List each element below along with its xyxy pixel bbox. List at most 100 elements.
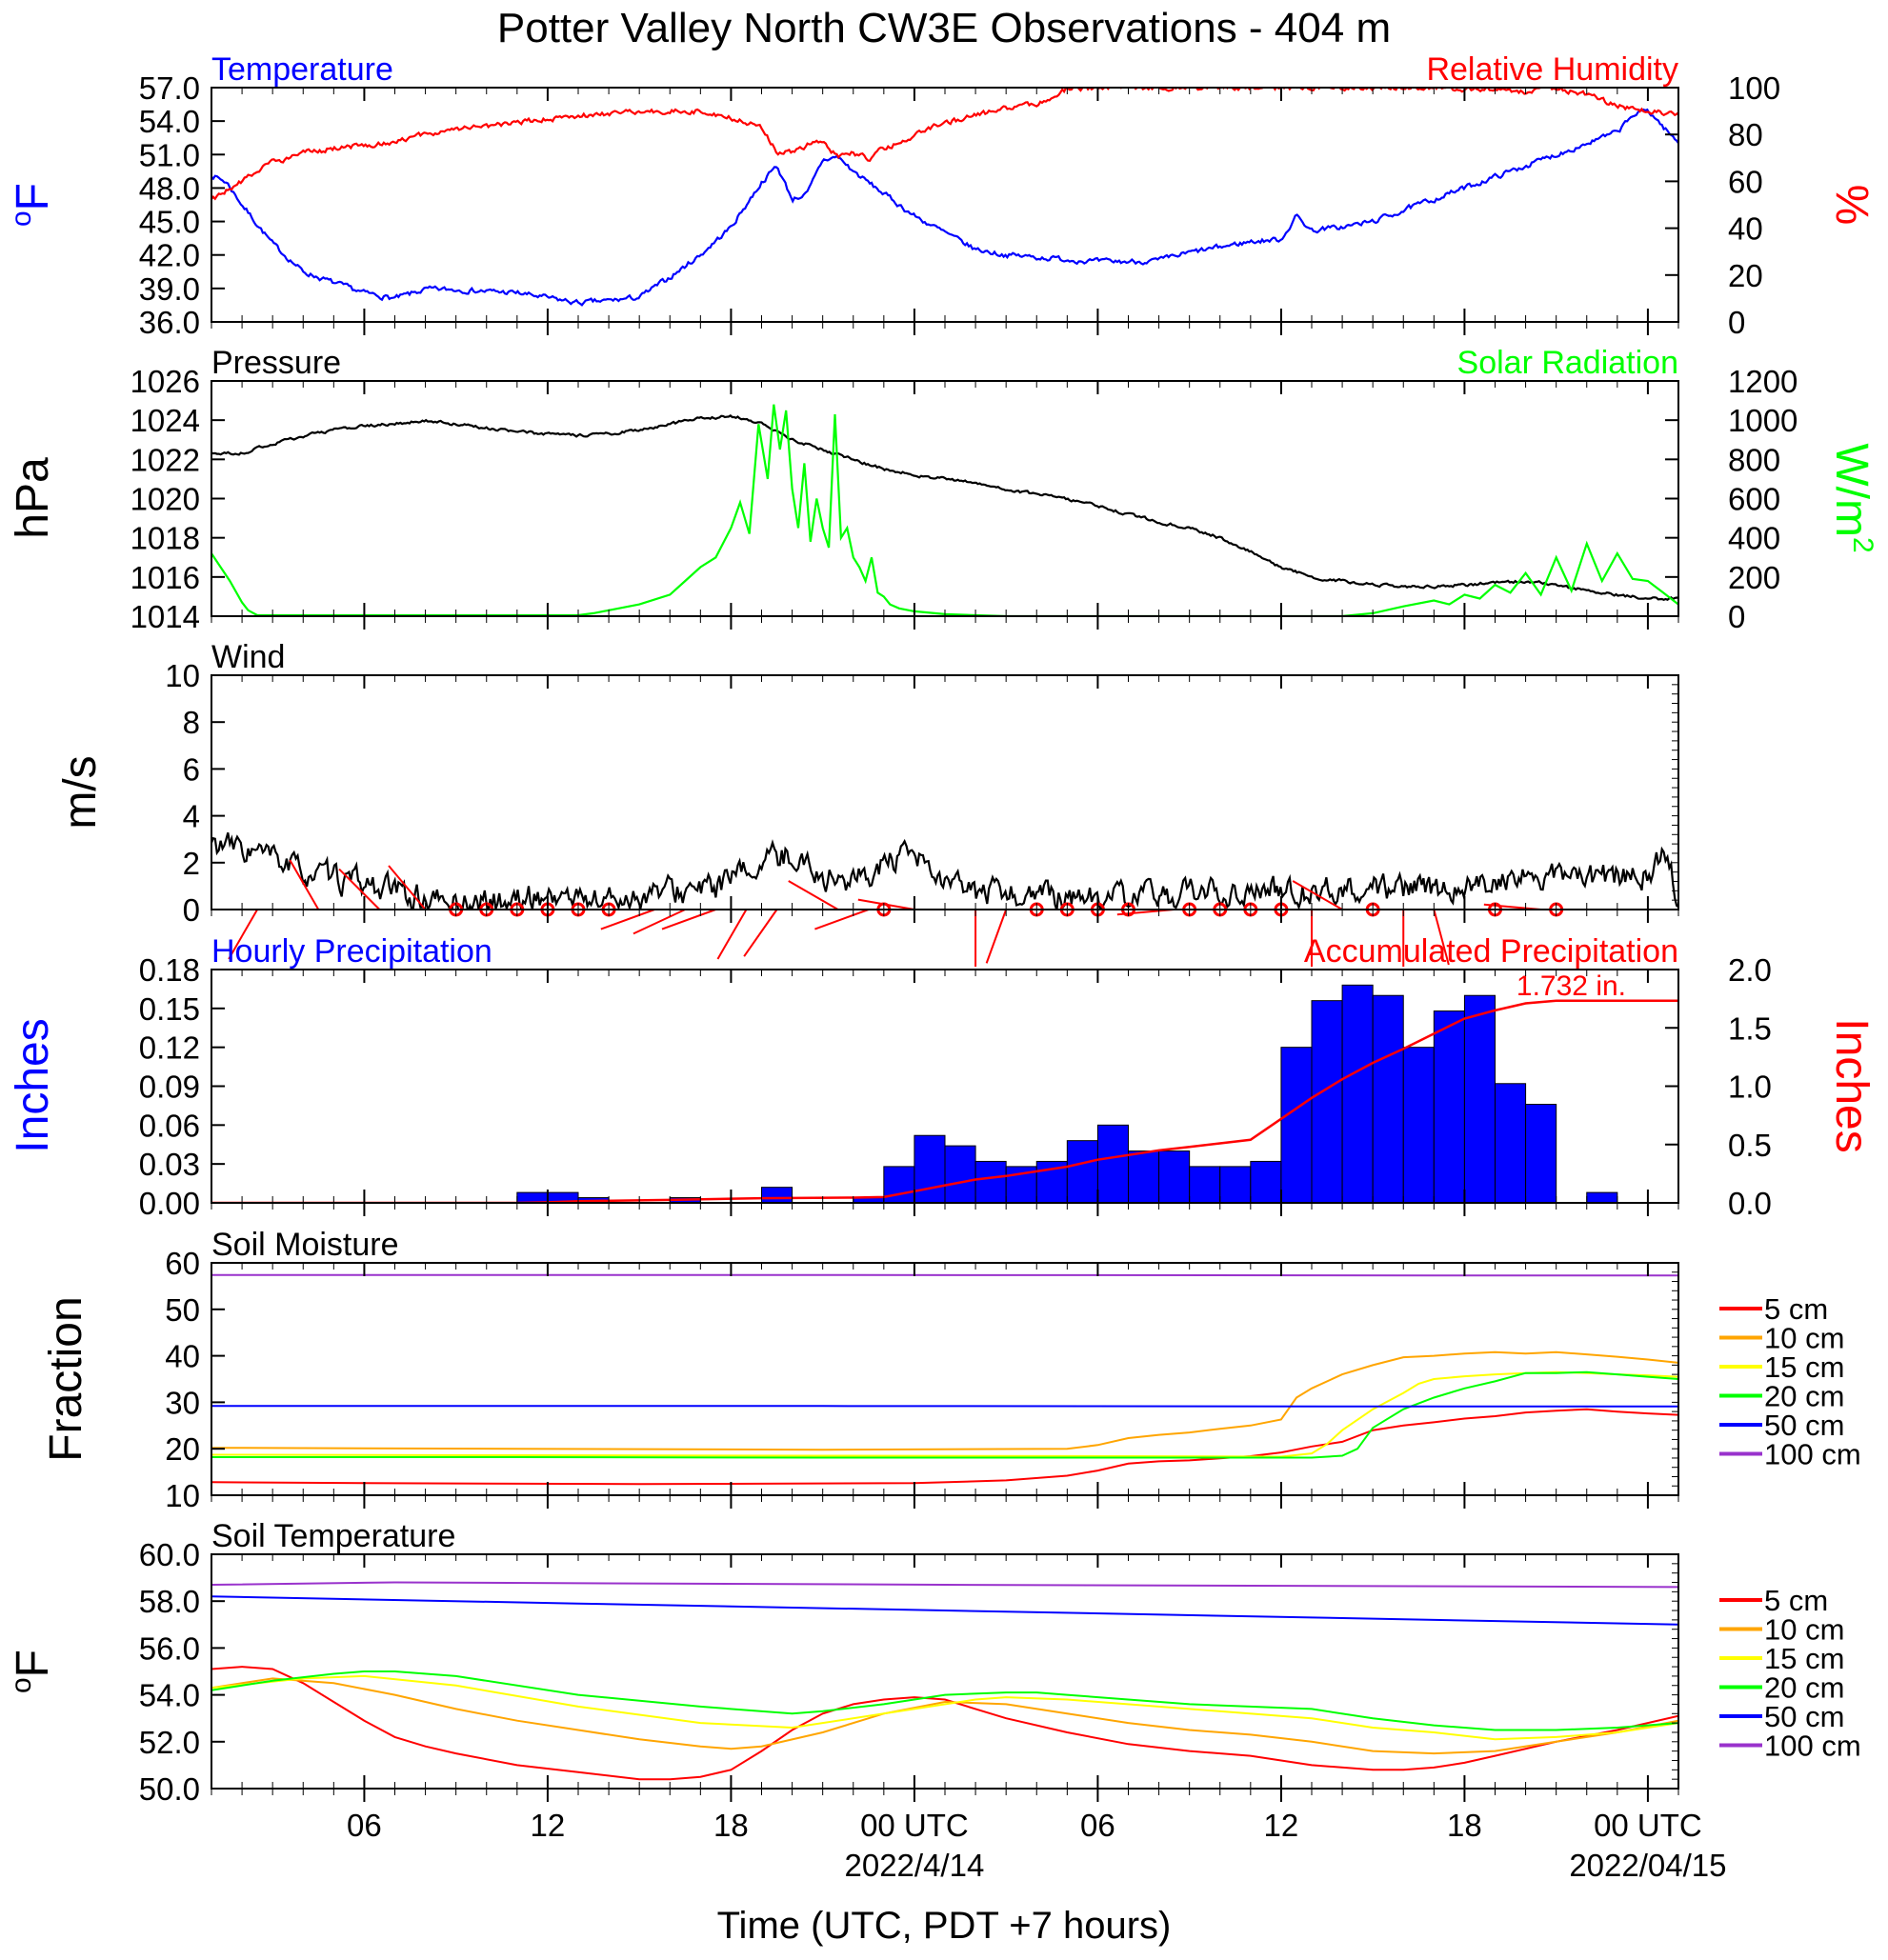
legend-label: 5 cm	[1764, 1292, 1828, 1326]
y-tick-label-right: 0.0	[1728, 1186, 1772, 1221]
panel-2: Wind 0 2 4 6 8 10 m/s	[55, 639, 1679, 967]
panel-title-left: Temperature	[211, 51, 393, 88]
y-tick-label-right: 0	[1728, 599, 1745, 634]
y-tick-label-left: 60	[165, 1246, 200, 1281]
y-axis-label-right-main: W/m	[1826, 443, 1877, 537]
y-axis-label: hPa	[8, 457, 58, 539]
precip-bar	[1495, 1083, 1527, 1203]
precip-bar	[1433, 1010, 1465, 1203]
precip-bar	[1463, 994, 1496, 1203]
wind-barb	[338, 868, 381, 910]
wind-barb	[661, 909, 716, 930]
y-tick-label-left: 58.0	[139, 1584, 200, 1619]
series-line	[211, 832, 1678, 910]
precip-bar	[1341, 984, 1374, 1203]
precip-bar	[761, 1187, 793, 1203]
legend-label: 50 cm	[1764, 1700, 1844, 1733]
x-tick-label: 06	[1080, 1808, 1115, 1843]
y-tick-label-left: 40	[165, 1339, 200, 1374]
y-tick-label-left: 6	[183, 751, 200, 787]
wind-barb	[985, 909, 1008, 964]
x-tick-label: 00 UTC	[1594, 1808, 1702, 1843]
panels: Temperature Relative Humidity36.039.042.0…	[6, 51, 1878, 1883]
y-tick-label-left: 1024	[131, 403, 200, 438]
y-axis-label: m/s	[55, 755, 106, 829]
y-tick-label-right: 100	[1728, 70, 1780, 106]
series-line	[211, 1595, 1678, 1626]
y-tick-label-right: 800	[1728, 442, 1780, 477]
y-tick-label-left: 0.00	[139, 1186, 200, 1221]
panel-title-right: Accumulated Precipitation	[1304, 933, 1678, 970]
series-line	[211, 1581, 1678, 1589]
wind-barb	[857, 898, 915, 910]
y-tick-label-right: 200	[1728, 560, 1780, 595]
wind-barb	[814, 909, 870, 930]
y-tick-label-left: 8	[183, 705, 200, 740]
panel-title-left: Wind	[211, 639, 285, 675]
precip-bar	[1066, 1140, 1098, 1203]
legend-label: 50 cm	[1764, 1409, 1844, 1442]
series-line	[211, 1666, 1678, 1781]
y-tick-label-right: 400	[1728, 521, 1780, 556]
x-date-label: 2022/4/14	[845, 1848, 985, 1883]
panel-title-left: Hourly Precipitation	[211, 933, 492, 970]
y-tick-label-left: 39.0	[139, 271, 200, 307]
precip-bar	[974, 1160, 1007, 1203]
wind-barb	[716, 909, 748, 960]
wind-barb	[600, 909, 655, 930]
panel-3: Hourly Precipitation Accumulated Precipit…	[8, 933, 1877, 1221]
y-tick-label-left: 54.0	[139, 1678, 200, 1713]
legend-label: 5 cm	[1764, 1584, 1828, 1617]
y-tick-label-right: 600	[1728, 482, 1780, 517]
wind-barb	[633, 909, 686, 935]
y-axis-label: Fraction	[41, 1296, 91, 1461]
precip-bar	[1311, 1000, 1343, 1203]
x-tick-label: 12	[531, 1808, 566, 1843]
y-axis-label: oF	[6, 183, 58, 227]
legend-label: 15 cm	[1764, 1350, 1844, 1384]
y-tick-label-left: 1026	[131, 364, 200, 399]
y-tick-label-left: 1018	[131, 521, 200, 556]
legend-label: 10 cm	[1764, 1322, 1844, 1355]
y-tick-label-left: 42.0	[139, 238, 200, 273]
y-tick-label-left: 0.18	[139, 952, 200, 988]
wind-barb	[1433, 909, 1450, 966]
y-tick-label-left: 48.0	[139, 170, 200, 206]
precip-bar	[914, 1134, 946, 1203]
plot-area	[211, 1273, 1678, 1486]
y-tick-label-left: 2	[183, 846, 200, 881]
y-tick-label-right: 1000	[1728, 403, 1798, 438]
plot-area	[211, 404, 1678, 616]
y-tick-label-right: 40	[1728, 211, 1763, 247]
series-line	[211, 1670, 1678, 1731]
y-tick-label-left: 0.03	[139, 1147, 200, 1182]
y-tick-label-left: 50	[165, 1292, 200, 1328]
y-tick-label-right: 1.0	[1728, 1070, 1772, 1105]
y-tick-label-left: 56.0	[139, 1630, 200, 1666]
series-line	[211, 1677, 1678, 1755]
y-axis-label-right: W/m2	[1826, 443, 1878, 552]
y-tick-label-right: 80	[1728, 117, 1763, 152]
y-axis-label: Inches	[8, 1018, 58, 1152]
legend-label: 10 cm	[1764, 1613, 1844, 1647]
wind-barb	[788, 880, 839, 910]
panel-title-right: Solar Radiation	[1457, 345, 1678, 381]
y-axis-label: oF	[6, 1650, 58, 1693]
y-tick-label-left: 0.15	[139, 991, 200, 1027]
series-line	[211, 1350, 1678, 1451]
y-tick-label-left: 36.0	[139, 305, 200, 340]
legend-label: 15 cm	[1764, 1642, 1844, 1675]
y-tick-label-left: 50.0	[139, 1771, 200, 1807]
panel-5: Soil Temperature 50.0 52.0 54.0 56.0 58.0 60.0…	[6, 1518, 1861, 1807]
panel-title-left: Soil Moisture	[211, 1227, 399, 1263]
wind-barb	[388, 865, 427, 910]
x-tick-label: 00 UTC	[860, 1808, 969, 1843]
y-tick-label-left: 54.0	[139, 104, 200, 139]
y-tick-label-left: 0.09	[139, 1070, 200, 1105]
panel-title-left: Soil Temperature	[211, 1518, 455, 1554]
y-tick-label-left: 20	[165, 1431, 200, 1467]
y-tick-label-left: 0.06	[139, 1108, 200, 1143]
precip-bar	[1280, 1047, 1313, 1203]
